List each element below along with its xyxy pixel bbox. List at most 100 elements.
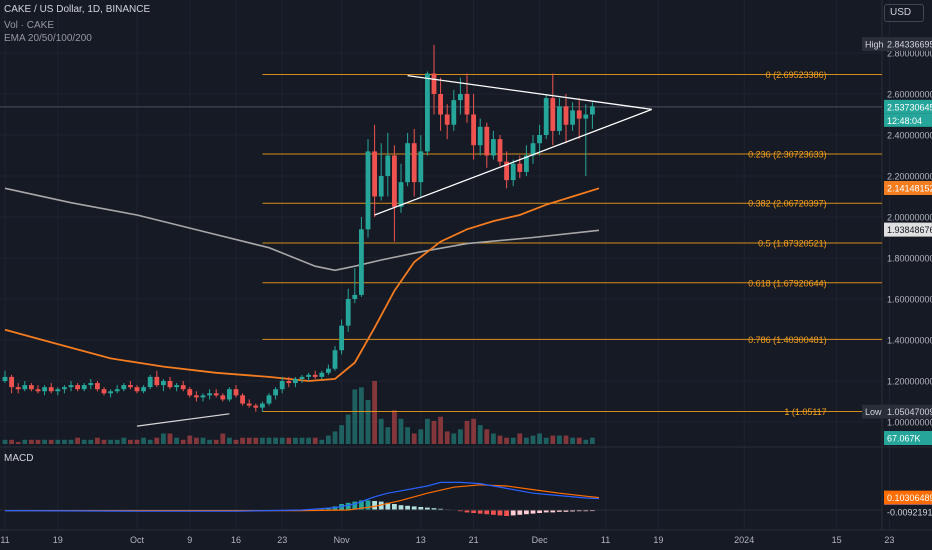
ema-orange-price-label: 2.14148152 <box>887 183 932 193</box>
volume-bar <box>48 439 54 444</box>
macd-histogram-value: -0.00921916 <box>887 508 932 518</box>
candle-body <box>29 385 34 390</box>
candle-body <box>62 387 67 390</box>
candle-body <box>286 381 292 384</box>
macd-histogram-bar <box>365 500 371 510</box>
volume-bar <box>451 433 457 444</box>
candle-body <box>266 395 272 404</box>
macd-histogram-bar <box>458 510 463 512</box>
volume-bar <box>319 439 325 444</box>
candle-body <box>339 325 344 351</box>
volume-bar <box>524 437 529 444</box>
macd-histogram-bar <box>537 510 542 513</box>
candle-body <box>180 385 186 390</box>
candle-body <box>431 73 437 94</box>
volume-bar <box>227 437 232 444</box>
volume-bar <box>530 435 536 444</box>
candle-body <box>497 139 503 162</box>
volume-bar <box>266 437 272 444</box>
volume-bar <box>233 439 239 444</box>
candle-body <box>326 368 331 373</box>
candle-body <box>365 151 371 230</box>
candle-body <box>101 389 107 394</box>
candle-body <box>491 139 496 156</box>
candle-body <box>75 385 80 390</box>
macd-histogram-bar <box>477 510 483 514</box>
candle-body <box>543 98 549 135</box>
volume-bar <box>438 416 443 444</box>
candle-body <box>15 387 21 390</box>
time-tick-label: 21 <box>469 535 479 545</box>
ema-orange-price-label-bg <box>884 180 932 195</box>
macd-histogram-bar <box>405 505 410 510</box>
volume-bar <box>306 437 311 444</box>
candle-body <box>458 94 463 101</box>
time-tick-label: 23 <box>277 535 287 545</box>
price-axis[interactable]: 2.80000000 2.60000000 2.40000000 2.20000000… <box>862 37 932 519</box>
ema-gray-price-label-bg <box>884 222 932 237</box>
trendline <box>136 413 230 427</box>
volume-bar <box>273 437 278 444</box>
currency-button[interactable]: USD <box>884 4 924 22</box>
candle-body <box>81 385 87 390</box>
volume-bar <box>213 439 219 444</box>
volume-bar <box>2 439 8 444</box>
ema-legend: EMA 20/50/100/200 <box>4 33 92 44</box>
price-tick-label: 2.00000000 <box>887 213 932 223</box>
volume-bar <box>543 437 549 444</box>
volume-bar <box>537 433 542 444</box>
macd-signal-line <box>5 484 600 512</box>
fib-label: 1 (1.05117 <box>784 407 826 417</box>
volume-bar <box>220 433 226 444</box>
candle-body <box>563 106 569 125</box>
volume-bar <box>55 439 61 444</box>
macd-histogram-bar <box>524 510 529 515</box>
macd-histogram-bar <box>385 502 391 510</box>
macd-histogram-bar <box>517 510 523 515</box>
volume-bar <box>246 437 252 444</box>
candle-body <box>141 387 146 392</box>
candle-body <box>108 391 113 394</box>
candle-body <box>128 385 133 388</box>
volume-bar <box>570 437 575 444</box>
candle-body <box>227 389 232 400</box>
volume-bar <box>200 437 206 444</box>
time-tick-label: 2024 <box>734 535 754 545</box>
volume-bar <box>557 435 562 444</box>
volume-bar <box>299 437 305 444</box>
volume-bar <box>418 429 424 444</box>
candle-body <box>405 143 410 183</box>
macd-histogram-bar <box>484 510 490 515</box>
ema-gray-price-label: 1.93848676 <box>887 225 932 235</box>
high-price-label-bg <box>884 37 932 52</box>
fib-label: 0.5 (1.87320521) <box>758 238 827 248</box>
candle-body <box>147 376 153 388</box>
candle-body <box>293 378 298 384</box>
time-axis[interactable]: 11 19 Oct 9 16 23 Nov 13 21 Dec 11 19 2024 15 23 <box>0 529 932 545</box>
volume-bar <box>510 437 516 444</box>
candle-body <box>418 151 424 183</box>
macd-histogram-bar <box>504 510 509 516</box>
candle-body <box>207 393 212 396</box>
fib-label: 0.786 (1.40300481) <box>748 335 827 345</box>
volume-bar <box>286 437 292 444</box>
volume-bar <box>293 437 298 444</box>
volume-bar <box>477 425 483 444</box>
time-tick-label: 19 <box>53 535 63 545</box>
high-price-label-title: High <box>865 40 884 50</box>
volume-bar <box>174 437 179 444</box>
volume-bar <box>121 437 127 444</box>
high-price-label-title-bg <box>862 37 884 52</box>
time-tick-label: Oct <box>130 535 145 545</box>
candle-body <box>484 126 490 156</box>
candle-body <box>154 376 160 386</box>
macd-histogram-bar <box>418 507 424 510</box>
symbol-legend: CAKE / US Dollar, 1D, BINANCE <box>4 4 151 15</box>
volume-bar <box>260 437 265 444</box>
candle-body <box>48 387 54 392</box>
candle-body <box>570 110 575 125</box>
volume-bar <box>359 387 364 444</box>
volume-bar <box>81 439 87 444</box>
candle-body <box>477 126 483 146</box>
